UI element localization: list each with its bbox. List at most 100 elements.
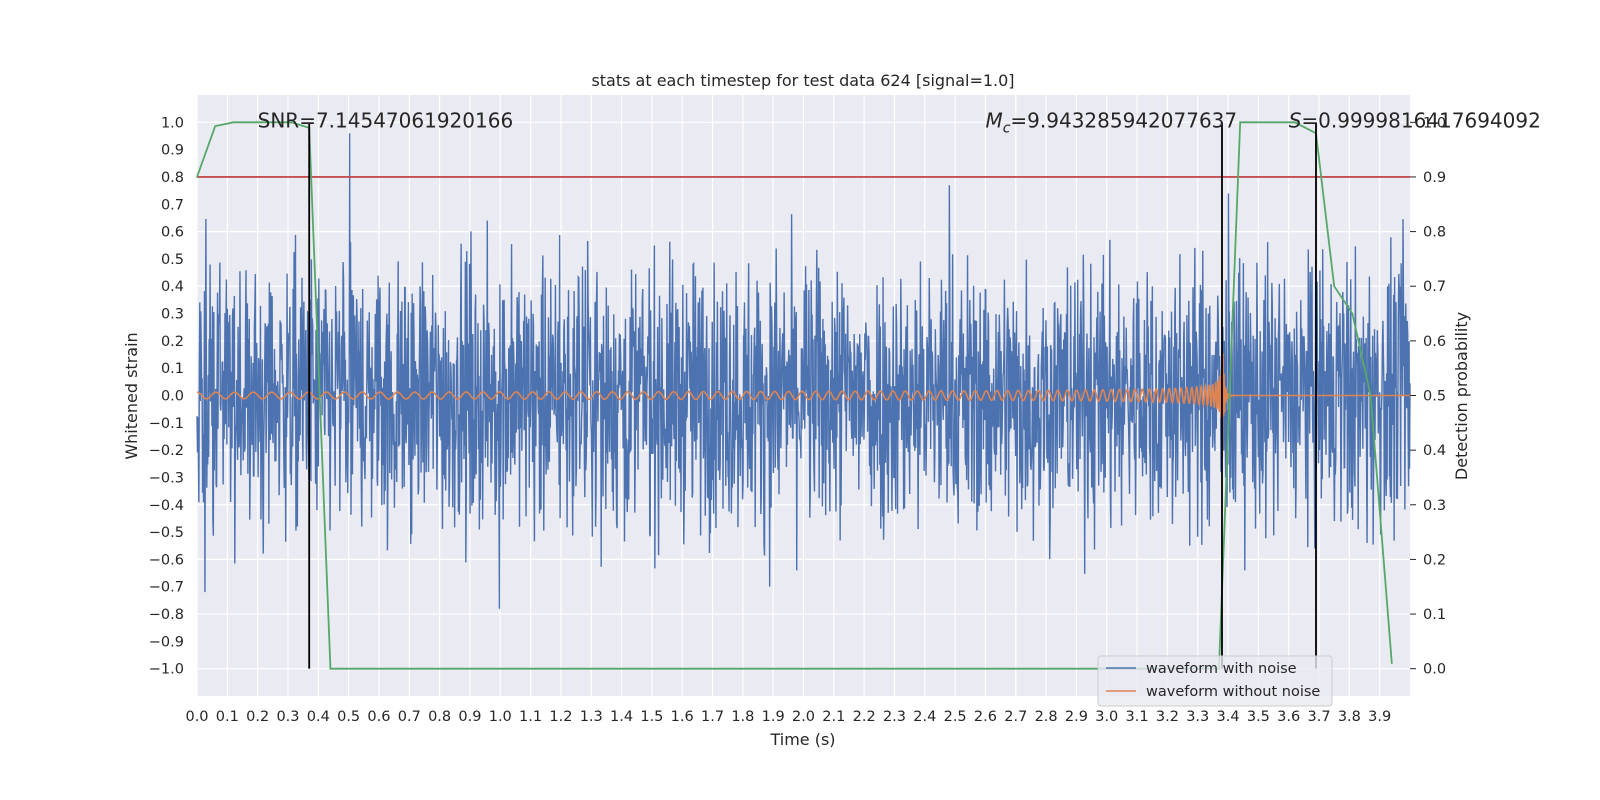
y-tick-label: −1.0	[149, 662, 184, 678]
y-axis-label: Whitened strain	[122, 332, 141, 459]
detection-probability-point	[878, 667, 881, 670]
x-tick-label: 0.3	[276, 709, 299, 725]
detection-probability-point	[972, 667, 975, 670]
y-tick-label: 0.1	[161, 361, 184, 377]
y-tick-label: 0.3	[161, 307, 184, 323]
detection-probability-point	[232, 121, 235, 124]
x-tick-label: 1.6	[671, 709, 694, 725]
detection-probability-point	[1369, 394, 1372, 397]
x-tick-label: 0.0	[185, 709, 208, 725]
detection-probability-point	[763, 667, 765, 670]
x-tick-label: 1.8	[731, 709, 754, 725]
detection-probability-point	[687, 667, 690, 670]
y2-axis-label: Detection probability	[1452, 312, 1471, 480]
detection-probability-point	[954, 667, 956, 670]
x-tick-label: 1.5	[640, 709, 663, 725]
y-tick-label: 0.6	[161, 225, 184, 241]
y2-tick-label: 0.8	[1423, 225, 1446, 241]
detection-probability-point	[1391, 662, 1393, 665]
detection-probability-point	[593, 667, 596, 670]
x-tick-label: 2.8	[1035, 709, 1058, 725]
detection-probability-point	[481, 667, 483, 670]
chart-title: stats at each timestep for test data 624…	[591, 71, 1014, 90]
detection-probability-point	[253, 121, 256, 124]
y-tick-label: 0.5	[161, 252, 184, 268]
y-tick-label: −0.3	[149, 470, 184, 486]
detection-probability-point	[820, 667, 823, 670]
y-tick-label: 0.7	[161, 197, 184, 213]
detection-probability-point	[726, 667, 729, 670]
x-tick-label: 1.9	[762, 709, 785, 725]
detection-probability-point	[611, 667, 614, 670]
y-tick-label: −0.8	[149, 607, 184, 623]
annotations: SNR=7.14547061920166 Mc=9.943285942077637…	[258, 108, 1541, 136]
y2-tick-label: 0.9	[1423, 170, 1446, 186]
annotation-text: Mc=9.943285942077637	[985, 108, 1237, 136]
legend-label-clean: waveform without noise	[1146, 684, 1320, 700]
y2-tick-label: 0.7	[1423, 279, 1446, 295]
x-tick-label: 3.8	[1338, 709, 1361, 725]
detection-probability-point	[347, 667, 350, 670]
detection-probability-point	[575, 667, 577, 670]
y-tick-label: −0.1	[149, 416, 184, 432]
x-tick-label: 3.5	[1247, 709, 1270, 725]
x-tick-label: 0.7	[398, 709, 421, 725]
detection-probability-point	[557, 667, 559, 670]
detection-probability-point	[1087, 667, 1090, 670]
legend-label-noise: waveform with noise	[1146, 661, 1297, 677]
y-tick-label: 0.4	[161, 279, 184, 295]
detection-probability-point	[669, 667, 671, 670]
y-tick-label: 0.8	[161, 170, 184, 186]
y2-ticks: 0.0 0.1 0.2 0.3 0.4 0.5 0.6 0.7 0.8 0.9 1.0	[1410, 115, 1446, 678]
detection-probability-point	[196, 176, 198, 178]
detection-probability-point	[1275, 121, 1278, 124]
detection-probability-point	[990, 667, 993, 670]
y2-tick-label: 0.1	[1423, 607, 1446, 623]
x-tick-label: 0.1	[216, 709, 239, 725]
detection-probability-point	[651, 667, 653, 670]
y2-tick-label: 0.5	[1423, 389, 1446, 405]
annotation-text: SNR=7.14547061920166	[258, 108, 514, 132]
detection-probability-point	[214, 125, 216, 127]
detection-probability-point	[1239, 121, 1241, 124]
detection-probability-point	[460, 667, 462, 670]
y2-tick-label: 0.3	[1423, 498, 1446, 514]
x-tick-label: 0.8	[428, 709, 451, 725]
x-tick-label: 0.5	[337, 709, 360, 725]
x-tick-label: 2.5	[944, 709, 967, 725]
x-tick-label: 0.9	[458, 709, 481, 725]
detection-probability-point	[329, 667, 332, 670]
detection-probability-point	[405, 667, 408, 670]
x-tick-label: 2.4	[913, 709, 936, 725]
x-tick-label: 3.3	[1186, 709, 1209, 725]
x-tick-label: 3.1	[1126, 709, 1149, 725]
x-tick-label: 3.9	[1368, 709, 1391, 725]
series-waveform-without-noise	[196, 353, 1410, 458]
x-tick-label: 2.7	[1004, 709, 1027, 725]
detection-probability-point	[914, 667, 917, 670]
detection-probability-point	[860, 667, 862, 670]
detection-probability-point	[366, 667, 368, 670]
detection-probability-point	[1030, 667, 1032, 670]
x-tick-label: 3.2	[1156, 709, 1179, 725]
x-tick-label: 3.0	[1095, 709, 1118, 725]
x-tick-label: 3.6	[1277, 709, 1300, 725]
detection-probability-point	[499, 667, 502, 670]
y-tick-label: −0.5	[149, 525, 184, 541]
detection-probability-point	[517, 667, 520, 670]
detection-probability-point	[272, 121, 274, 124]
y-tick-label: 0.0	[161, 389, 184, 405]
legend: waveform with noise waveform without noi…	[1097, 655, 1333, 707]
detection-probability-point	[1293, 121, 1296, 124]
series-waveform-with-noise	[196, 133, 1411, 609]
x-tick-label: 1.4	[610, 709, 633, 725]
detection-probability-point	[896, 667, 899, 670]
y-tick-label: 1.0	[161, 115, 184, 131]
detection-probability-point	[1011, 667, 1014, 670]
x-tick-label: 2.3	[883, 709, 906, 725]
x-tick-label: 0.4	[307, 709, 330, 725]
x-tick-label: 2.2	[853, 709, 876, 725]
y-tick-label: −0.2	[149, 443, 184, 459]
x-tick-label: 0.6	[367, 709, 390, 725]
x-tick-label: 2.1	[822, 709, 845, 725]
